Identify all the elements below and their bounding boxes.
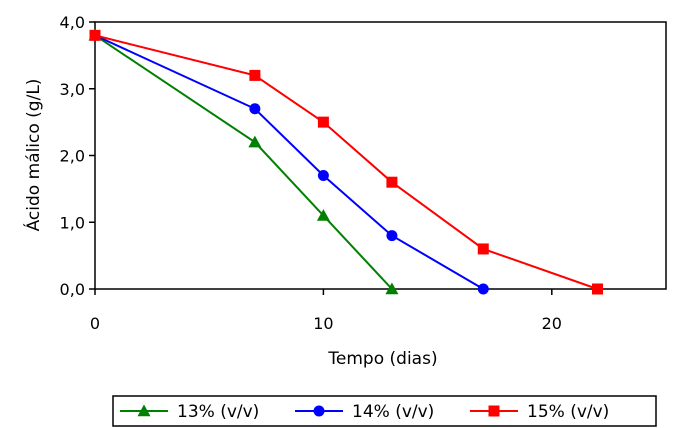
legend-item: 13% (v/v) <box>120 402 259 422</box>
y-axis-label: Ácido málico (g/L) <box>22 79 44 232</box>
tick-labels: 0,0 1,0 2,0 3,0 4,0 0 10 20 <box>60 13 562 333</box>
data-point <box>591 283 603 295</box>
data-point <box>385 282 399 295</box>
series-2 <box>89 29 489 295</box>
legend-box <box>112 395 657 427</box>
legend-item: 14% (v/v) <box>295 402 434 422</box>
legend-marker <box>313 405 325 417</box>
legend: 13% (v/v) 14% (v/v) 15% (v/v) <box>112 395 657 427</box>
x-tick-label: 10 <box>313 314 333 333</box>
legend-label: 13% (v/v) <box>177 402 259 422</box>
series-line <box>94 34 393 290</box>
legend-marker <box>137 404 151 417</box>
legend-label: 15% (v/v) <box>527 402 609 422</box>
data-point <box>317 170 329 182</box>
series-3 <box>89 29 603 295</box>
y-tick-label: 3,0 <box>60 80 85 99</box>
y-tick-label: 1,0 <box>60 213 85 232</box>
x-tick-label: 0 <box>90 314 100 333</box>
legend-marker <box>488 405 500 417</box>
legend-item: 15% (v/v) <box>470 402 609 422</box>
data-point <box>249 69 261 81</box>
data-point <box>89 29 101 41</box>
data-point <box>477 243 489 255</box>
plot-frame <box>94 21 667 290</box>
data-point <box>249 103 261 115</box>
data-point <box>386 230 398 242</box>
x-axis-label: Tempo (dias) <box>327 349 437 369</box>
series-1 <box>88 28 399 295</box>
y-tick-label: 4,0 <box>60 13 85 32</box>
legend-label: 14% (v/v) <box>352 402 434 422</box>
data-point <box>477 283 489 295</box>
data-point <box>248 135 262 148</box>
series-line <box>94 34 598 290</box>
series-group <box>88 28 603 295</box>
data-point <box>316 209 330 221</box>
data-point <box>317 116 329 128</box>
y-tick-label: 0,0 <box>60 280 85 299</box>
data-point <box>386 176 398 188</box>
axes <box>89 21 667 295</box>
y-tick-label: 2,0 <box>60 147 85 166</box>
x-tick-label: 20 <box>542 314 562 333</box>
